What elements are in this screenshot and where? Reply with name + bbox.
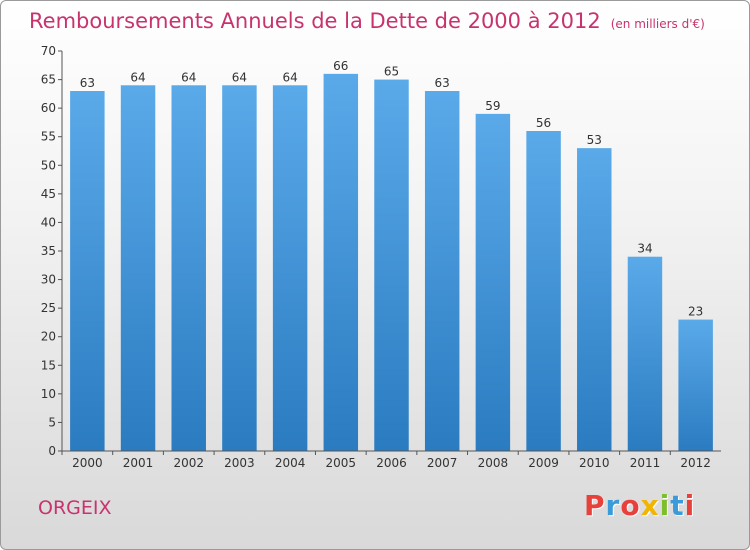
x-tick-label-2002: 2002 (173, 456, 204, 470)
logo-letter: P (584, 489, 606, 522)
chart-unit-label: (en milliers d'€) (610, 17, 705, 31)
y-tick-label-70: 70 (41, 44, 56, 58)
y-tick-label-40: 40 (41, 215, 56, 229)
logo-letter: o (620, 489, 641, 522)
bar-2011 (627, 256, 663, 451)
y-tick-label-25: 25 (41, 301, 56, 315)
y-tick-label-35: 35 (41, 244, 56, 258)
x-tick-label-2000: 2000 (72, 456, 103, 470)
chart-title: Remboursements Annuels de la Dette de 20… (29, 9, 705, 33)
x-tick-label-2010: 2010 (579, 456, 610, 470)
chart-title-text: Remboursements Annuels de la Dette de 20… (29, 9, 601, 33)
bar-2000 (70, 91, 105, 451)
y-tick-label-55: 55 (41, 130, 56, 144)
bar-2004 (272, 85, 308, 452)
x-tick-label-2006: 2006 (376, 456, 407, 470)
x-tick-label-2003: 2003 (224, 456, 255, 470)
x-tick-label-2005: 2005 (326, 456, 357, 470)
y-tick-label-15: 15 (41, 358, 56, 372)
x-tick-label-2004: 2004 (275, 456, 306, 470)
value-label-2001: 64 (130, 70, 145, 84)
bar-2001 (120, 85, 156, 452)
x-tick-label-2001: 2001 (123, 456, 154, 470)
town-name: ORGEIX (38, 497, 112, 519)
bars-group (70, 73, 713, 452)
x-tick-label-2007: 2007 (427, 456, 458, 470)
x-tick-label-2012: 2012 (680, 456, 711, 470)
value-label-2009: 56 (536, 116, 551, 130)
bar-2010 (577, 148, 612, 451)
axes-group: 2000 2001 2002 2003 2004 2005 2006 2007 2008 2009… (41, 44, 721, 470)
value-label-2011: 34 (637, 242, 652, 256)
y-tick-label-20: 20 (41, 330, 56, 344)
logo-letter: i (684, 489, 696, 522)
value-label-2006: 65 (384, 65, 399, 79)
y-tick-label-5: 5 (48, 415, 56, 429)
value-label-2012: 23 (688, 305, 703, 319)
value-label-2002: 64 (181, 70, 196, 84)
value-label-2003: 64 (232, 70, 247, 84)
bar-2005 (323, 73, 359, 451)
logo-letter: r (605, 489, 621, 522)
value-label-2004: 64 (282, 70, 297, 84)
value-labels-group: 63 64 64 64 64 66 65 63 59 56 53 34 23 (80, 59, 704, 319)
logo-letter: i (659, 489, 671, 522)
bar-2003 (222, 85, 257, 452)
bar-2009 (526, 131, 561, 451)
y-tick-label-65: 65 (41, 73, 56, 87)
y-tick-label-45: 45 (41, 187, 56, 201)
value-label-2010: 53 (587, 133, 602, 147)
y-tick-label-60: 60 (41, 101, 56, 115)
logo-letter: t (670, 489, 685, 522)
x-tick-label-2011: 2011 (630, 456, 661, 470)
y-tick-label-0: 0 (48, 444, 56, 458)
y-tick-label-10: 10 (41, 387, 56, 401)
bar-2007 (424, 91, 460, 451)
bar-2002 (171, 85, 206, 452)
logo-letter: x (640, 489, 660, 522)
bar-2006 (374, 79, 409, 452)
bar-2008 (475, 113, 511, 451)
y-tick-label-50: 50 (41, 158, 56, 172)
y-tick-label-30: 30 (41, 273, 56, 287)
x-tick-label-2008: 2008 (478, 456, 509, 470)
value-label-2007: 63 (435, 76, 450, 90)
x-tick-label-2009: 2009 (528, 456, 559, 470)
bar-2012 (678, 319, 713, 451)
value-label-2005: 66 (333, 59, 348, 73)
value-label-2000: 63 (80, 76, 95, 90)
brand-logo: Proxiti (584, 489, 695, 522)
value-label-2008: 59 (485, 99, 500, 113)
